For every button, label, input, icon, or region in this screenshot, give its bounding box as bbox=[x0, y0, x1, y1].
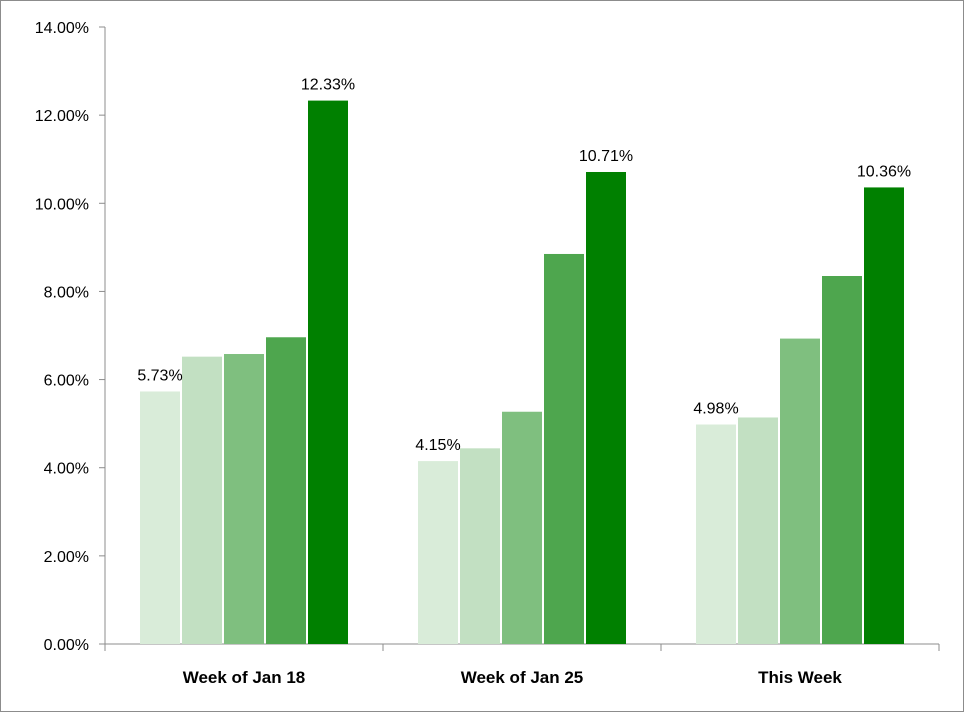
bar bbox=[224, 354, 264, 644]
data-label: 10.71% bbox=[579, 148, 633, 165]
y-tick-label: 2.00% bbox=[44, 549, 89, 566]
y-tick-label: 6.00% bbox=[44, 373, 89, 390]
y-ticks: 0.00% 2.00% 4.00% 6.00% 8.00% 10.00% 12.00% 14.… bbox=[35, 20, 105, 654]
bar bbox=[266, 337, 306, 644]
bar bbox=[502, 411, 542, 644]
bar bbox=[140, 391, 180, 644]
data-labels: 5.73% 12.33% 4.15% 10.71% 4.98% 10.36% bbox=[137, 77, 911, 455]
bar bbox=[586, 171, 626, 644]
y-tick-label: 4.00% bbox=[44, 461, 89, 478]
category-label: Week of Jan 18 bbox=[183, 668, 306, 687]
bar bbox=[822, 276, 862, 644]
data-label: 5.73% bbox=[137, 367, 182, 384]
y-tick-label: 10.00% bbox=[35, 196, 89, 213]
data-label: 12.33% bbox=[301, 77, 355, 94]
bars bbox=[140, 100, 904, 645]
bar bbox=[738, 417, 778, 644]
data-label: 10.36% bbox=[857, 163, 911, 180]
data-label: 4.98% bbox=[693, 401, 738, 418]
y-tick-label: 12.00% bbox=[35, 108, 89, 125]
category-labels: Week of Jan 18 Week of Jan 25 This Week bbox=[183, 668, 843, 687]
bar bbox=[696, 424, 736, 644]
bar bbox=[460, 448, 500, 644]
y-tick-label: 14.00% bbox=[35, 20, 89, 37]
bar bbox=[182, 356, 222, 644]
bar bbox=[864, 187, 904, 645]
y-tick-label: 0.00% bbox=[44, 637, 89, 654]
category-label: Week of Jan 25 bbox=[461, 668, 584, 687]
bar bbox=[544, 253, 584, 645]
bar bbox=[780, 338, 820, 644]
data-label: 4.15% bbox=[415, 437, 460, 454]
category-label: This Week bbox=[758, 668, 842, 687]
y-tick-label: 8.00% bbox=[44, 284, 89, 301]
bar bbox=[308, 100, 348, 644]
bar bbox=[418, 461, 458, 644]
x-ticks bbox=[104, 644, 940, 651]
